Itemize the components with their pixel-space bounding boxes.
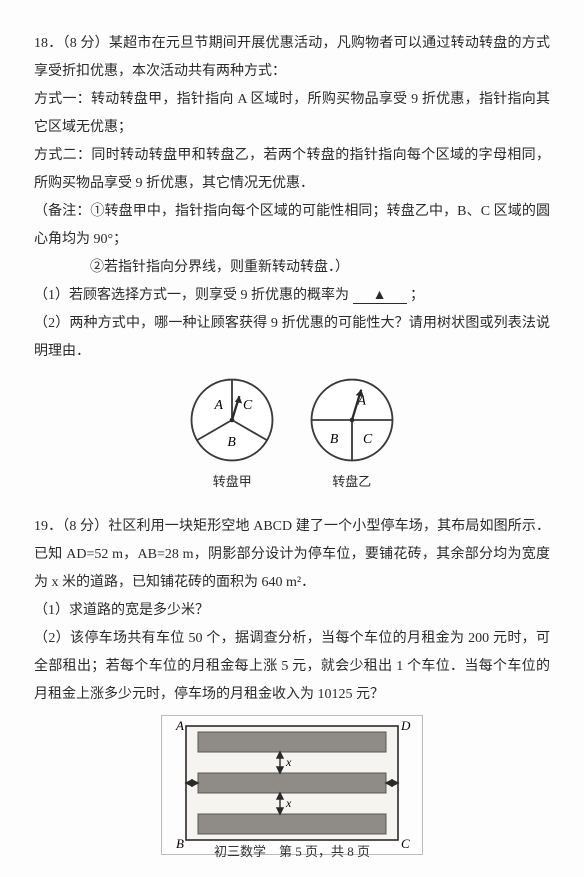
corner-d: D [400, 718, 411, 733]
spinner-a-svg: A C B [186, 374, 278, 466]
problem-18: 18．（8 分）某超市在元旦节期间开展优惠活动，凡购物者可以通过转动转盘的方式享… [34, 30, 550, 495]
spinner-b-letter-c: C [363, 431, 373, 446]
spinner-b-letter-b: B [330, 431, 339, 446]
q18-part2: （2）两种方式中，哪一种让顾客获得 9 折优惠的可能性大？请用树状图或列表法说明… [34, 310, 550, 366]
x-label-2: x [285, 796, 292, 810]
spinner-a-letter-c: C [243, 397, 253, 412]
spinner-a-label: 转盘甲 [186, 469, 278, 495]
q18-part1-pre: （1）若顾客选择方式一，则享受 9 折优惠的概率为 [34, 288, 349, 303]
spinner-b-label: 转盘乙 [306, 469, 398, 495]
blank-marker: ▲ [373, 288, 387, 303]
spinner-a: A C B 转盘甲 [186, 374, 278, 495]
spinner-a-letter-a: A [214, 397, 224, 412]
page-footer: 初三数学 第 5 页，共 8 页 [0, 839, 584, 865]
q18-method2: 方式二：同时转动转盘甲和转盘乙，若两个转盘的指针指向每个区域的字母相同，所购买物… [34, 142, 550, 198]
q19-heading: 19．（8 分）社区利用一块矩形空地 ABCD 建了一个小型停车场，其布局如图所… [34, 513, 550, 597]
corner-a: A [175, 718, 184, 733]
x-label-1: x [285, 755, 292, 769]
q18-part1-post: ； [410, 288, 424, 303]
q19-figure: x x A D B C [34, 715, 550, 855]
q18-note1: （备注：①转盘甲中，指针指向每个区域的可能性相同；转盘乙中，B、C 区域的圆心角… [34, 198, 550, 254]
spinner-b-svg: A B C [306, 374, 398, 466]
spinner-a-letter-b: B [228, 434, 237, 449]
parking-svg: x x A D B C [161, 715, 423, 855]
fill-blank[interactable]: ▲ [353, 288, 407, 304]
problem-19: 19．（8 分）社区利用一块矩形空地 ABCD 建了一个小型停车场，其布局如图所… [34, 513, 550, 855]
q19-part2: （2）该停车场共有车位 50 个，据调查分析，当每个车位的月租金为 200 元时… [34, 625, 550, 709]
q18-heading: 18．（8 分）某超市在元旦节期间开展优惠活动，凡购物者可以通过转动转盘的方式享… [34, 30, 550, 86]
q18-method1: 方式一：转动转盘甲，指针指向 A 区域时，所购买物品享受 9 折优惠，指针指向其… [34, 86, 550, 142]
spinner-b: A B C 转盘乙 [306, 374, 398, 495]
q19-part1: （1）求道路的宽是多少米？ [34, 597, 550, 625]
q18-figures: A C B 转盘甲 A B C [34, 374, 550, 495]
q18-part1: （1）若顾客选择方式一，则享受 9 折优惠的概率为 ▲ ； [34, 282, 550, 310]
q18-note2: ②若指针指向分界线，则重新转动转盘．） [34, 254, 550, 282]
